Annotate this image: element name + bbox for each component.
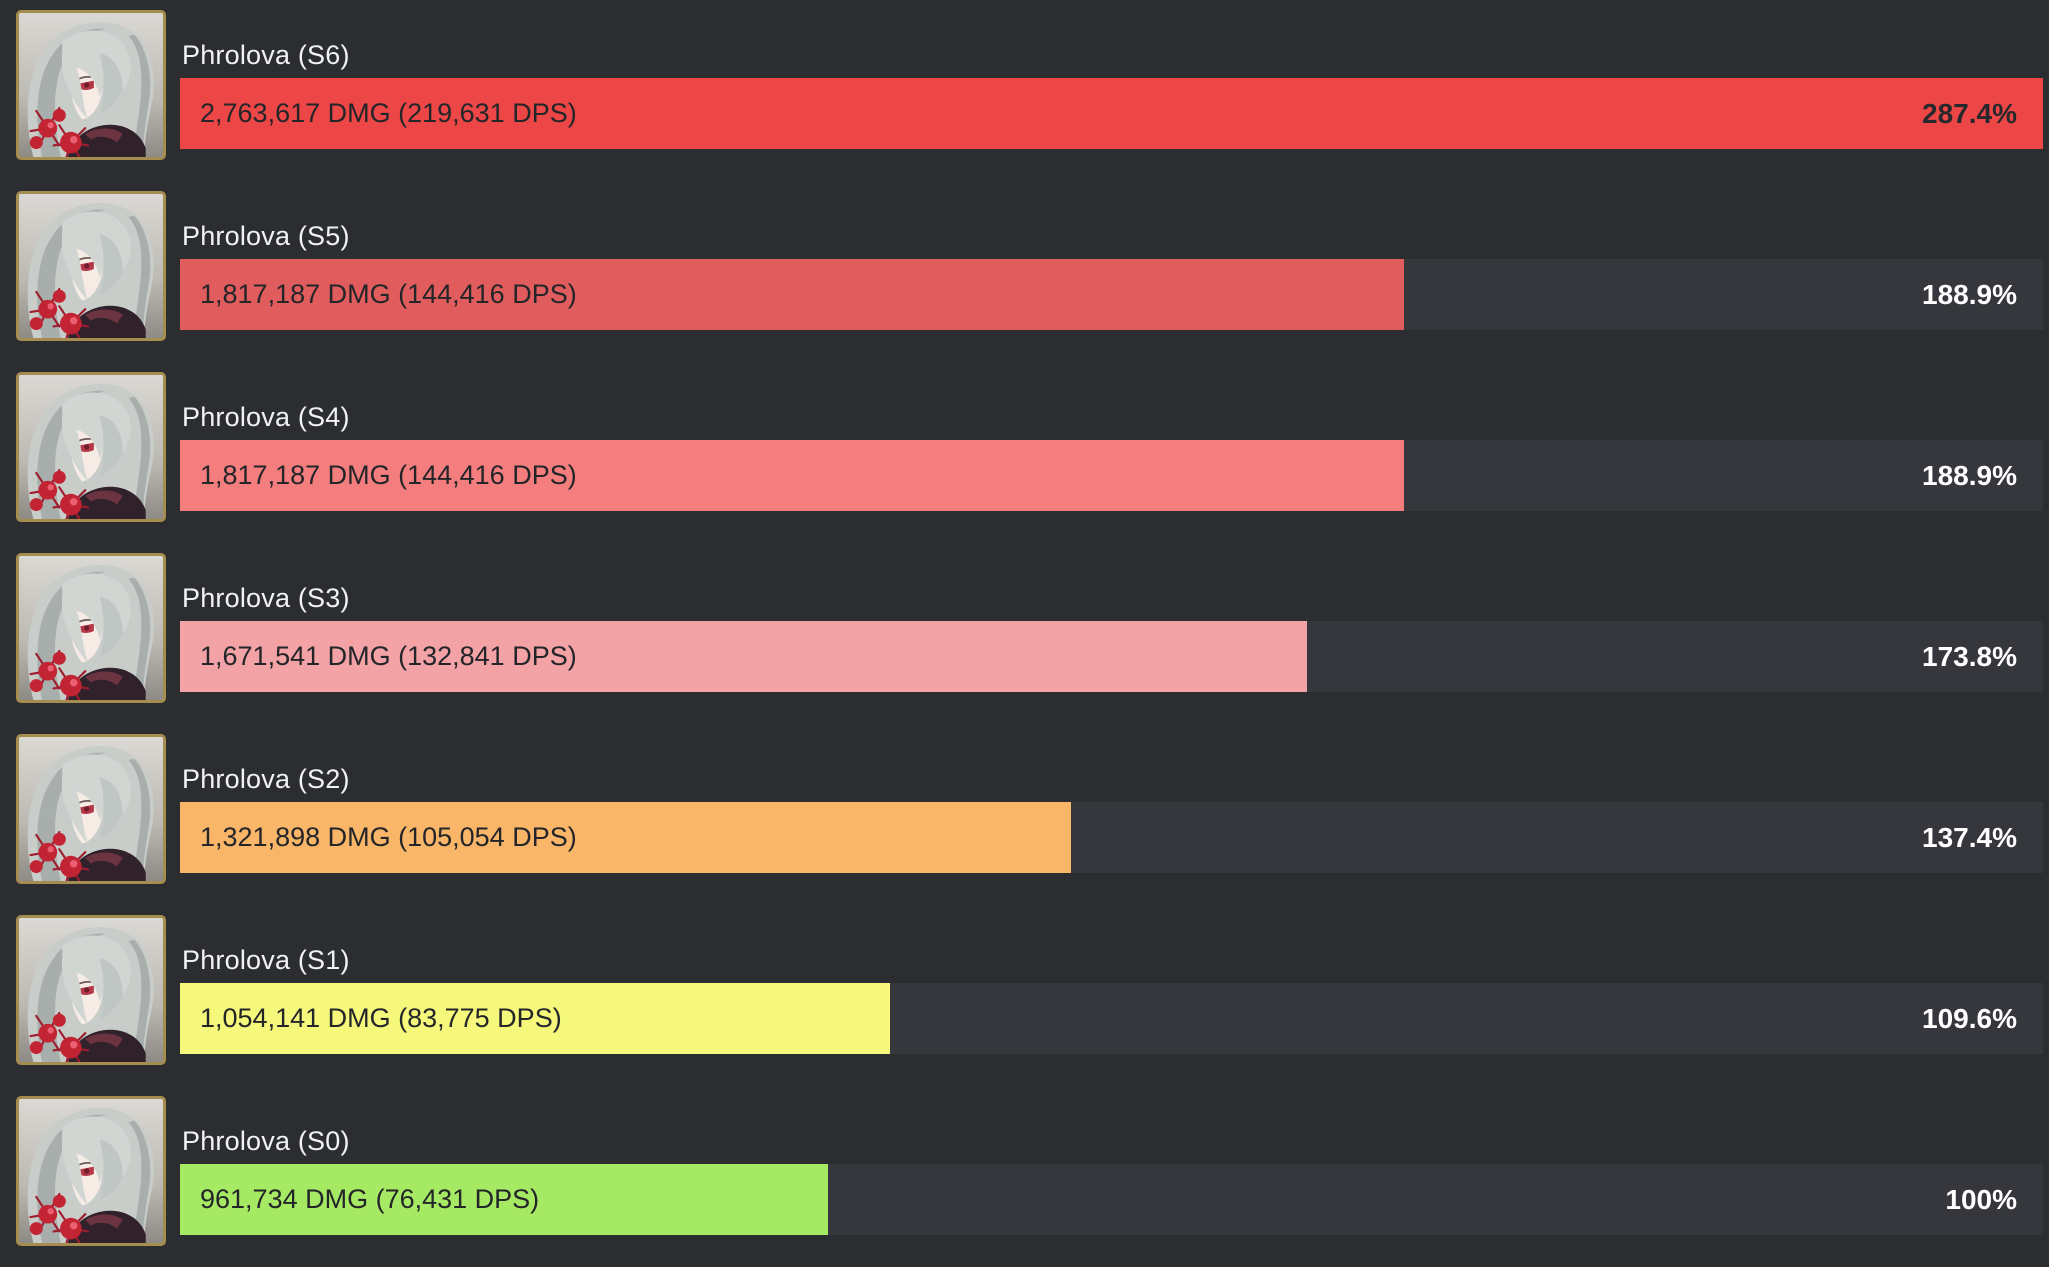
- character-avatar: [16, 10, 166, 160]
- row-content: Phrolova (S6) 2,763,617 DMG (219,631 DPS…: [180, 0, 2043, 181]
- character-avatar: [16, 1096, 166, 1246]
- character-avatar: [16, 553, 166, 703]
- damage-text: 1,671,541 DMG (132,841 DPS): [200, 641, 577, 671]
- bar-track: 1,671,541 DMG (132,841 DPS) 173.8%: [180, 621, 2043, 692]
- dps-bar: 1,817,187 DMG (144,416 DPS): [180, 259, 1405, 330]
- phrolova-portrait-icon: [19, 918, 163, 1062]
- dps-row-s5: Phrolova (S5) 1,817,187 DMG (144,416 DPS…: [0, 181, 2049, 362]
- character-label: Phrolova (S1): [182, 945, 350, 975]
- damage-text: 1,817,187 DMG (144,416 DPS): [200, 279, 577, 309]
- phrolova-portrait-icon: [19, 1099, 163, 1243]
- percent-label: 100%: [1945, 1183, 2017, 1215]
- character-avatar: [16, 915, 166, 1065]
- percent-label: 137.4%: [1922, 821, 2017, 853]
- damage-text: 961,734 DMG (76,431 DPS): [200, 1184, 540, 1214]
- character-label: Phrolova (S6): [182, 40, 350, 70]
- character-avatar: [16, 191, 166, 341]
- row-content: Phrolova (S2) 1,321,898 DMG (105,054 DPS…: [180, 724, 2043, 905]
- percent-label: 173.8%: [1922, 640, 2017, 672]
- bar-track: 961,734 DMG (76,431 DPS) 100%: [180, 1164, 2043, 1235]
- dps-bar: 1,817,187 DMG (144,416 DPS): [180, 440, 1405, 511]
- phrolova-portrait-icon: [19, 194, 163, 338]
- dps-row-s4: Phrolova (S4) 1,817,187 DMG (144,416 DPS…: [0, 362, 2049, 543]
- damage-text: 1,817,187 DMG (144,416 DPS): [200, 460, 577, 490]
- bar-track: 1,054,141 DMG (83,775 DPS) 109.6%: [180, 983, 2043, 1054]
- dps-bar: 2,763,617 DMG (219,631 DPS): [180, 78, 2043, 149]
- bar-track: 1,817,187 DMG (144,416 DPS) 188.9%: [180, 259, 2043, 330]
- row-content: Phrolova (S1) 1,054,141 DMG (83,775 DPS)…: [180, 905, 2043, 1086]
- character-label: Phrolova (S5): [182, 221, 350, 251]
- phrolova-portrait-icon: [19, 737, 163, 881]
- character-label: Phrolova (S2): [182, 764, 350, 794]
- percent-label: 109.6%: [1922, 1002, 2017, 1034]
- damage-text: 1,054,141 DMG (83,775 DPS): [200, 1003, 562, 1033]
- character-avatar: [16, 734, 166, 884]
- dps-row-s3: Phrolova (S3) 1,671,541 DMG (132,841 DPS…: [0, 543, 2049, 724]
- bar-track: 1,321,898 DMG (105,054 DPS) 137.4%: [180, 802, 2043, 873]
- character-avatar: [16, 372, 166, 522]
- character-label: Phrolova (S3): [182, 583, 350, 613]
- dps-bar: 1,054,141 DMG (83,775 DPS): [180, 983, 891, 1054]
- damage-text: 1,321,898 DMG (105,054 DPS): [200, 822, 577, 852]
- dps-bar: 1,671,541 DMG (132,841 DPS): [180, 621, 1307, 692]
- dps-bar: 1,321,898 DMG (105,054 DPS): [180, 802, 1071, 873]
- percent-label: 188.9%: [1922, 459, 2017, 491]
- dps-row-s0: Phrolova (S0) 961,734 DMG (76,431 DPS) 1…: [0, 1086, 2049, 1267]
- phrolova-portrait-icon: [19, 375, 163, 519]
- dps-row-s6: Phrolova (S6) 2,763,617 DMG (219,631 DPS…: [0, 0, 2049, 181]
- percent-label: 188.9%: [1922, 278, 2017, 310]
- row-content: Phrolova (S5) 1,817,187 DMG (144,416 DPS…: [180, 181, 2043, 362]
- dps-row-s1: Phrolova (S1) 1,054,141 DMG (83,775 DPS)…: [0, 905, 2049, 1086]
- dps-row-s2: Phrolova (S2) 1,321,898 DMG (105,054 DPS…: [0, 724, 2049, 905]
- damage-text: 2,763,617 DMG (219,631 DPS): [200, 98, 577, 128]
- phrolova-portrait-icon: [19, 556, 163, 700]
- row-content: Phrolova (S4) 1,817,187 DMG (144,416 DPS…: [180, 362, 2043, 543]
- bar-track: 1,817,187 DMG (144,416 DPS) 188.9%: [180, 440, 2043, 511]
- bar-track: 2,763,617 DMG (219,631 DPS) 287.4%: [180, 78, 2043, 149]
- character-label: Phrolova (S0): [182, 1126, 350, 1156]
- row-content: Phrolova (S0) 961,734 DMG (76,431 DPS) 1…: [180, 1086, 2043, 1267]
- percent-label: 287.4%: [1922, 97, 2017, 129]
- dps-bar: 961,734 DMG (76,431 DPS): [180, 1164, 829, 1235]
- character-label: Phrolova (S4): [182, 402, 350, 432]
- phrolova-portrait-icon: [19, 13, 163, 157]
- row-content: Phrolova (S3) 1,671,541 DMG (132,841 DPS…: [180, 543, 2043, 724]
